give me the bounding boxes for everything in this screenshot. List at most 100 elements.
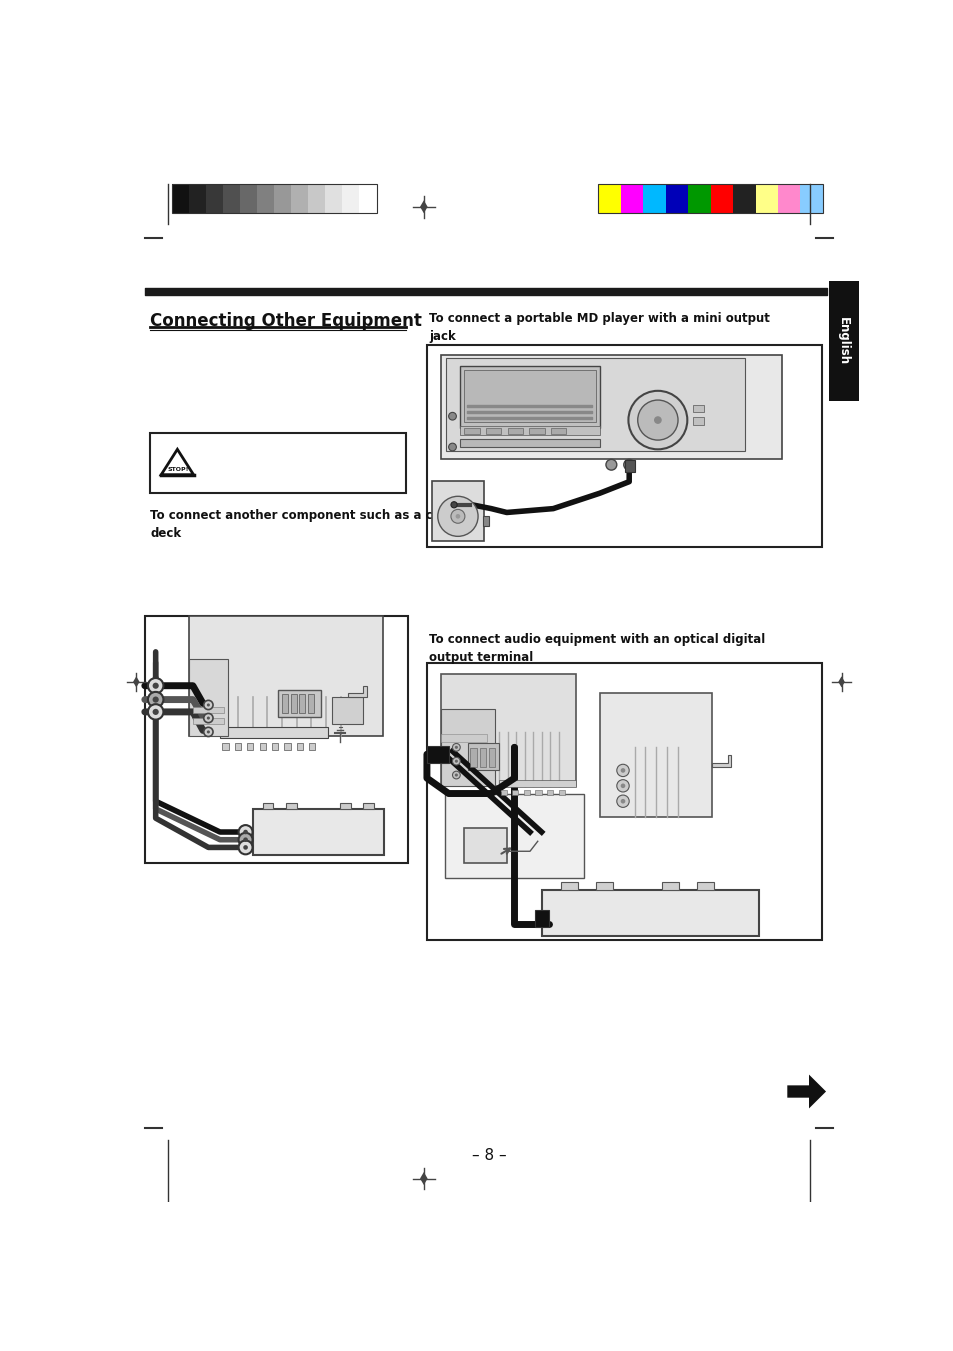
Bar [485,428,500,434]
Bar [778,184,800,213]
Bar [257,184,274,213]
Bar [282,694,288,713]
Circle shape [243,830,248,835]
Polygon shape [838,677,844,688]
Polygon shape [786,1074,825,1108]
Bar [620,184,642,213]
Bar [599,693,711,816]
Bar [309,743,315,750]
Bar [665,184,687,213]
Bar [274,184,291,213]
Bar [550,428,566,434]
Bar [444,793,583,878]
Circle shape [623,459,634,470]
Circle shape [620,798,624,804]
Circle shape [451,509,464,523]
Bar [535,909,549,927]
Bar [172,184,189,213]
Bar [512,790,517,794]
Circle shape [456,513,459,519]
Circle shape [207,716,210,720]
Circle shape [452,771,459,780]
Circle shape [617,780,629,792]
Polygon shape [132,677,139,688]
Polygon shape [419,1173,427,1185]
Bar [535,790,541,794]
Bar [464,828,506,863]
Bar [598,184,620,213]
Bar [692,405,703,412]
Bar [325,184,342,213]
Bar [692,417,703,424]
Text: To connect a portable MD player with a mini output
jack: To connect a portable MD player with a m… [429,312,769,343]
Circle shape [448,412,456,420]
Circle shape [207,704,210,707]
Bar [206,184,223,213]
Circle shape [243,838,248,842]
Bar [710,184,732,213]
Circle shape [204,700,213,709]
Bar [363,802,374,809]
Circle shape [238,832,253,847]
Bar [828,281,858,401]
Circle shape [637,400,678,440]
Circle shape [152,709,158,715]
Circle shape [617,765,629,777]
Circle shape [437,496,477,536]
Bar [642,184,665,213]
Circle shape [620,784,624,788]
Bar [253,809,384,855]
Bar [189,659,228,736]
Bar [464,370,596,423]
Bar [732,184,755,213]
Bar [286,802,296,809]
Circle shape [455,774,457,777]
Bar [464,428,479,434]
Bar [440,354,781,458]
Circle shape [617,794,629,808]
Circle shape [455,746,457,748]
Bar [598,184,822,213]
Circle shape [448,443,456,451]
Bar [222,743,229,750]
Bar [500,790,506,794]
Circle shape [238,825,253,839]
Bar [284,743,291,750]
Polygon shape [161,450,193,474]
Bar [193,719,224,724]
Circle shape [243,846,248,850]
Bar [479,748,485,767]
Bar [440,734,487,742]
Text: English: English [836,316,849,365]
Text: – 8 –: – 8 – [471,1148,506,1163]
Bar [189,184,206,213]
Bar [541,890,758,936]
Bar [523,790,530,794]
Bar [150,434,406,493]
Bar [459,439,599,447]
Bar [291,184,308,213]
Bar [332,697,363,724]
Text: STOP!: STOP! [167,467,189,471]
Bar [247,743,253,750]
Bar [307,694,314,713]
Circle shape [238,840,253,854]
Bar [507,428,522,434]
Bar [558,790,564,794]
Circle shape [452,758,459,765]
Bar [223,184,240,213]
Circle shape [148,704,163,720]
Bar [240,184,257,213]
Circle shape [152,682,158,689]
Bar [278,689,320,716]
Bar [459,366,599,428]
Circle shape [152,697,158,703]
Polygon shape [348,686,367,697]
Text: Connecting Other Equipment: Connecting Other Equipment [150,312,421,330]
Circle shape [204,727,213,736]
Circle shape [451,501,456,508]
Bar [291,694,296,713]
Bar [193,707,224,713]
Bar [546,790,553,794]
Bar [624,461,634,473]
